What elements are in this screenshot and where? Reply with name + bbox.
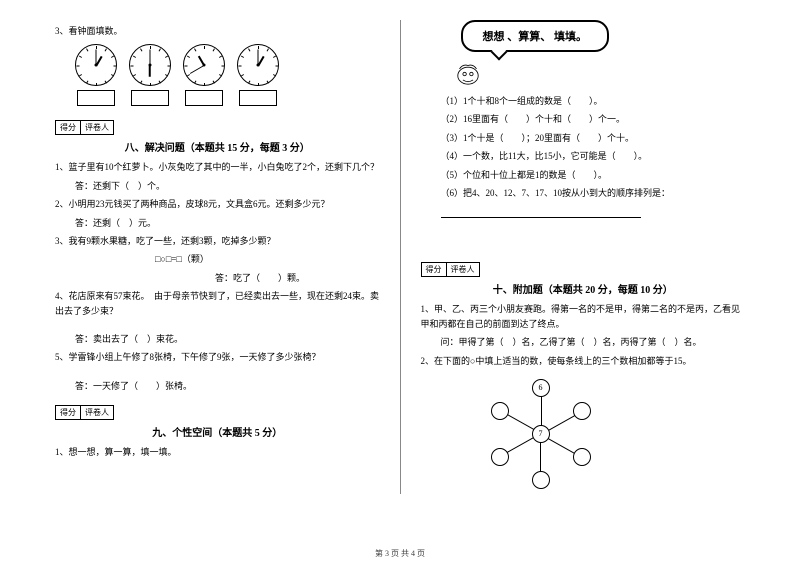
answer-box[interactable] (239, 90, 277, 106)
q8-3: 3、我有9颗水果糖，吃了一些，还剩3颗，吃掉多少颗？ (55, 234, 380, 248)
marker-label: 评卷人 (81, 406, 113, 419)
section-9-title: 九、个性空间（本题共 5 分） (55, 424, 380, 439)
fill-item: （3）1个十是（ ）；20里面有（ ）个十。 (441, 131, 746, 145)
fill-item: （4）一个数，比11大，比15小，它可能是（ ）。 (441, 149, 746, 163)
star-node[interactable]: 6 (532, 379, 550, 397)
q8-3-eq: □○□=□（颗） (155, 252, 380, 266)
answer-box[interactable] (131, 90, 169, 106)
fill-item: （6）把4、20、12、7、17、10按从小到大的顺序排列是： (441, 186, 746, 200)
clock-face (129, 44, 171, 86)
section-10-title: 十、附加题（本题共 20 分，每题 10 分） (421, 281, 746, 296)
score-label: 得分 (422, 263, 447, 276)
star-node[interactable] (573, 402, 591, 420)
column-divider (400, 20, 401, 494)
section-8-title: 八、解决问题（本题共 15 分，每题 3 分） (55, 139, 380, 154)
score-table-10: 得分 评卷人 (421, 262, 480, 277)
score-table-9: 得分 评卷人 (55, 405, 114, 420)
q10-2: 2、在下面的○中填上适当的数，使每条线上的三个数相加都等于15。 (421, 354, 746, 368)
q8-4-ans: 答：卖出去了（ ）束花。 (75, 332, 380, 346)
fill-item: （5）个位和十位上都是1的数是（ ）。 (441, 168, 746, 182)
clock-face (183, 44, 225, 86)
clock-face (75, 44, 117, 86)
star-node[interactable] (491, 402, 509, 420)
q8-4: 4、花店原来有57束花。 由于母亲节快到了，已经卖出去一些，现在还剩24束。卖出… (55, 289, 380, 318)
fill-item: （2）16里面有（ ）个十和（ ）个一。 (441, 112, 746, 126)
score-label: 得分 (56, 121, 81, 134)
q8-2: 2、小明用23元钱买了两种商品，皮球8元，文具盒6元。还剩多少元？ (55, 197, 380, 211)
q8-5: 5、学雷锋小组上午修了8张椅，下午修了9张，一天修了多少张椅？ (55, 350, 380, 364)
q8-1: 1、篮子里有10个红萝卜。小灰兔吃了其中的一半，小白兔吃了2个，还剩下几个？ (55, 160, 380, 174)
q9-1: 1、想一想，算一算，填一填。 (55, 445, 380, 459)
q8-5-ans: 答：一天修了（ ）张椅。 (75, 379, 380, 393)
q10-1a: 1、甲、乙、丙三个小朋友赛跑。得第一名的不是甲，得第二名的不是丙，乙看见甲和丙都… (421, 302, 746, 331)
star-diagram: 67 (481, 374, 601, 494)
star-node[interactable] (491, 448, 509, 466)
star-center: 7 (532, 425, 550, 443)
star-node[interactable] (532, 471, 550, 489)
q3-label: 3、看钟面填数。 (55, 24, 380, 38)
fill-item: （1）1个十和8个一组成的数是（ ）。 (441, 94, 746, 108)
clock-face (237, 44, 279, 86)
page-footer: 第 3 页 共 4 页 (0, 548, 800, 559)
cartoon-face-icon (451, 60, 485, 88)
q8-3-ans: 答：吃了（ ）颗。 (215, 271, 380, 285)
answer-box[interactable] (77, 90, 115, 106)
q10-1b: 问：甲得了第（ ）名，乙得了第（ ）名，丙得了第（ ）名。 (441, 335, 746, 349)
fill-blank-line[interactable] (441, 208, 641, 218)
star-node[interactable] (573, 448, 591, 466)
speech-bubble: 想想 、算算、 填填。 (461, 20, 610, 52)
score-table-8: 得分 评卷人 (55, 120, 114, 135)
q8-1-ans: 答：还剩下（ ）个。 (75, 179, 380, 193)
clock-row (75, 44, 380, 106)
marker-label: 评卷人 (447, 263, 479, 276)
answer-box[interactable] (185, 90, 223, 106)
q8-2-ans: 答：还剩（ ）元。 (75, 216, 380, 230)
score-label: 得分 (56, 406, 81, 419)
marker-label: 评卷人 (81, 121, 113, 134)
